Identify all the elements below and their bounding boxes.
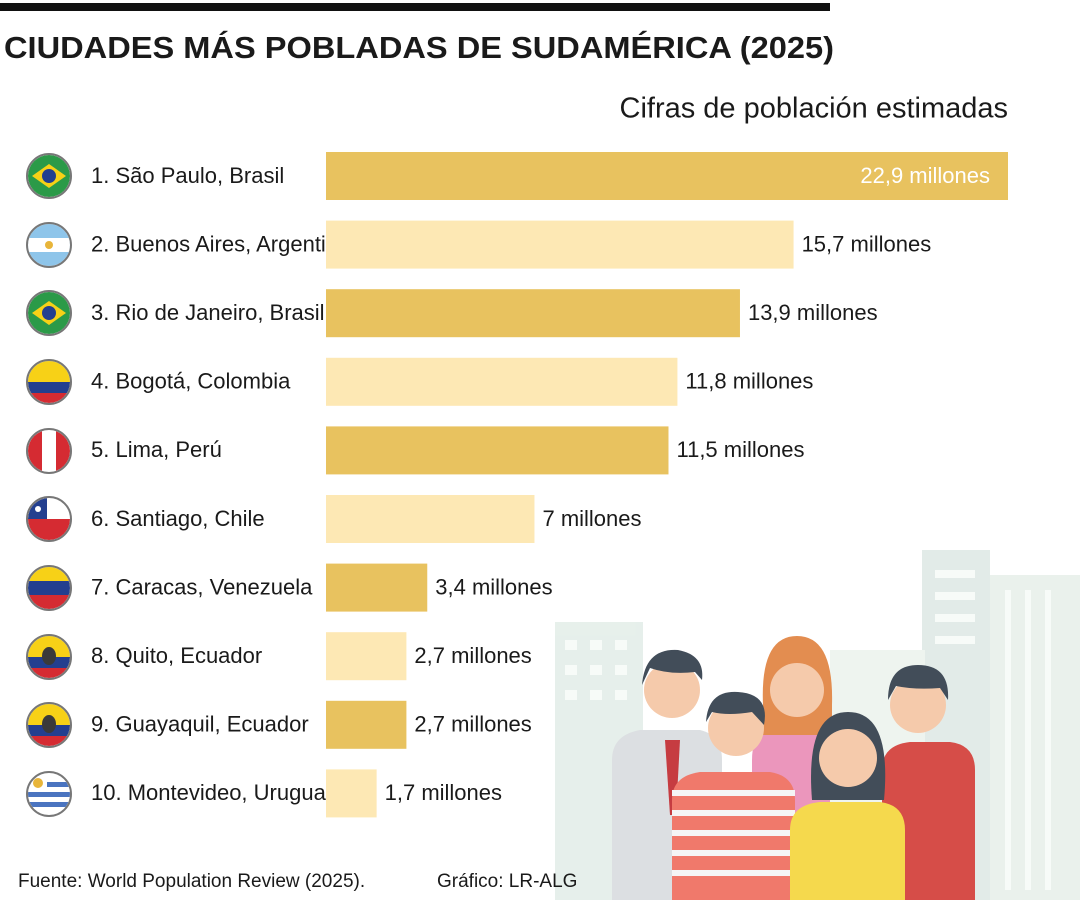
bar xyxy=(326,769,377,818)
value-label: 15,7 millones xyxy=(802,231,932,256)
flag-peru xyxy=(26,428,72,474)
flag-brazil xyxy=(26,153,72,199)
value-label: 2,7 millones xyxy=(414,643,531,668)
flag-argentina xyxy=(26,222,72,268)
category-label: 1. São Paulo, Brasil xyxy=(91,163,284,188)
value-label: 1,7 millones xyxy=(385,780,502,805)
value-label: 11,5 millones xyxy=(676,437,804,462)
flag-ecuador xyxy=(26,634,72,680)
bar xyxy=(326,357,678,406)
bar xyxy=(326,220,794,269)
category-label: 8. Quito, Ecuador xyxy=(91,643,262,668)
category-label: 10. Montevideo, Uruguay xyxy=(91,780,337,805)
bar xyxy=(326,632,407,681)
category-label: 4. Bogotá, Colombia xyxy=(91,369,291,394)
value-label: 2,7 millones xyxy=(414,712,531,737)
value-label: 13,9 millones xyxy=(748,300,878,325)
bar xyxy=(326,495,535,543)
bar xyxy=(326,426,669,475)
flag-brazil xyxy=(26,290,72,336)
value-label: 7 millones xyxy=(542,506,641,531)
plot: 1. São Paulo, Brasil 22,9 millones 2. Buen… xyxy=(91,152,1008,818)
top-rule xyxy=(0,3,830,11)
category-label: 2. Buenos Aires, Argentina xyxy=(91,231,351,256)
source: Fuente: World Population Review (2025). xyxy=(18,871,365,892)
flag-chile xyxy=(26,496,72,542)
category-label: 7. Caracas, Venezuela xyxy=(91,574,313,599)
flag-colombia xyxy=(26,359,72,405)
category-label: 3. Rio de Janeiro, Brasil xyxy=(91,300,325,325)
illustration xyxy=(555,550,1080,900)
chart-subtitle: Cifras de población estimadas xyxy=(620,93,1008,125)
bar xyxy=(326,563,428,612)
value-label: 3,4 millones xyxy=(435,574,552,599)
category-label: 5. Lima, Perú xyxy=(91,437,222,462)
value-label: 22,9 millones xyxy=(860,163,990,188)
flag-ecuador xyxy=(26,702,72,748)
credit: Gráfico: LR-ALG xyxy=(437,871,577,892)
category-label: 6. Santiago, Chile xyxy=(91,506,265,531)
bar xyxy=(326,700,407,749)
flag-venezuela xyxy=(26,565,72,611)
bar xyxy=(326,289,740,338)
category-label: 9. Guayaquil, Ecuador xyxy=(91,712,309,737)
flags xyxy=(26,153,72,817)
bar xyxy=(326,152,1008,200)
value-label: 11,8 millones xyxy=(685,369,813,394)
chart-title: CIUDADES MÁS POBLADAS DE SUDAMÉRICA (202… xyxy=(4,30,834,65)
flag-uruguay xyxy=(26,771,72,817)
